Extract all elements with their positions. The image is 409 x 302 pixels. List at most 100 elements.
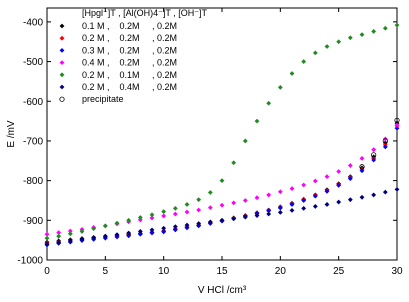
- y-tick-label: -1000: [17, 256, 43, 267]
- data-point: [44, 241, 50, 247]
- data-point: [161, 213, 167, 219]
- legend-marker: [59, 84, 65, 90]
- data-point: [207, 190, 213, 195]
- legend-label: 0.2 M , 0.4M , 0.2M: [82, 82, 177, 92]
- data-point: [266, 100, 272, 106]
- data-point: [301, 182, 307, 188]
- data-point: [231, 160, 237, 166]
- data-point: [324, 44, 330, 49]
- data-point: [289, 71, 295, 76]
- data-point: [371, 192, 377, 198]
- data-point: [347, 176, 353, 182]
- y-tick-label: -800: [23, 176, 43, 187]
- data-point: [196, 197, 202, 203]
- data-point: [336, 182, 342, 188]
- data-point: [277, 209, 283, 215]
- data-point: [312, 50, 318, 56]
- legend-marker: [59, 23, 65, 29]
- data-point: [114, 220, 120, 226]
- legend-label: 0.4 M , 0.2M , 0.2M: [82, 58, 177, 68]
- data-point: [231, 216, 237, 222]
- data-point: [56, 230, 62, 236]
- legend-label: precipitate: [82, 94, 124, 104]
- data-point: [114, 232, 120, 238]
- legend-marker: [59, 96, 65, 102]
- data-point: [254, 195, 260, 201]
- data-point: [207, 205, 213, 211]
- y-tick-label: -400: [23, 17, 43, 28]
- data-point: [336, 39, 342, 45]
- data-point: [149, 212, 155, 218]
- data-point: [359, 194, 365, 200]
- legend-label: 0.1 M , 0.2M , 0.2M: [82, 21, 177, 31]
- x-axis-label: V HCl /cm³: [198, 285, 247, 296]
- data-point: [336, 199, 342, 205]
- data-point: [289, 207, 295, 213]
- data-point: [394, 122, 400, 128]
- data-point: [277, 205, 283, 211]
- data-point: [289, 186, 295, 191]
- legend-marker: [59, 48, 65, 53]
- x-tick-label: 30: [391, 266, 403, 277]
- data-point: [184, 222, 190, 228]
- data-point: [242, 214, 248, 220]
- data-point: [91, 226, 97, 232]
- data-point: [102, 233, 108, 239]
- data-point: [347, 163, 353, 168]
- data-point: [347, 197, 353, 203]
- data-point: [219, 178, 225, 184]
- data-point: [126, 233, 132, 239]
- data-point: [172, 211, 178, 217]
- data-point: [44, 235, 50, 241]
- data-point: [382, 25, 388, 31]
- data-point: [56, 233, 62, 239]
- data-point: [56, 240, 62, 245]
- data-point: [242, 198, 248, 203]
- data-point: [371, 152, 377, 158]
- x-tick-label: 5: [103, 266, 109, 277]
- data-point: [137, 215, 143, 220]
- legend-label: 0.2 M , 0.2M , 0.2M: [82, 33, 177, 43]
- data-point: [149, 215, 155, 221]
- data-point: [44, 231, 50, 237]
- data-point: [196, 221, 202, 226]
- data-point: [172, 206, 178, 211]
- data-point: [67, 238, 73, 244]
- data-point: [126, 230, 132, 236]
- data-point: [371, 147, 377, 153]
- data-point: [266, 208, 272, 214]
- x-tick-label: 0: [44, 266, 50, 277]
- legend-label: 0.3 M , 0.2M , 0.2M: [82, 45, 177, 55]
- data-point: [371, 29, 377, 34]
- data-point: [301, 198, 307, 203]
- data-point: [301, 59, 307, 64]
- data-point: [219, 217, 225, 223]
- data-point: [312, 204, 318, 209]
- data-point: [394, 186, 400, 192]
- data-point: [149, 230, 155, 236]
- y-tick-label: -600: [23, 97, 43, 108]
- data-point: [184, 202, 190, 207]
- data-point: [254, 118, 260, 124]
- data-point: [79, 236, 85, 242]
- data-point: [382, 189, 388, 195]
- data-point: [277, 189, 283, 195]
- y-tick-label: -700: [23, 136, 43, 147]
- data-point: [126, 217, 132, 223]
- legend-marker: [59, 72, 65, 78]
- data-point: [184, 225, 190, 231]
- data-point: [149, 227, 155, 233]
- data-point: [137, 229, 143, 234]
- data-point: [137, 231, 143, 237]
- data-point: [382, 138, 388, 144]
- data-point: [184, 209, 190, 215]
- data-point: [196, 207, 202, 213]
- data-point: [161, 209, 167, 214]
- data-point: [79, 229, 85, 234]
- data-point: [172, 227, 178, 233]
- y-axis-label: E /mV: [6, 120, 17, 148]
- data-point: [324, 188, 330, 194]
- data-point: [91, 235, 97, 241]
- data-point: [266, 192, 272, 198]
- data-point: [289, 202, 295, 207]
